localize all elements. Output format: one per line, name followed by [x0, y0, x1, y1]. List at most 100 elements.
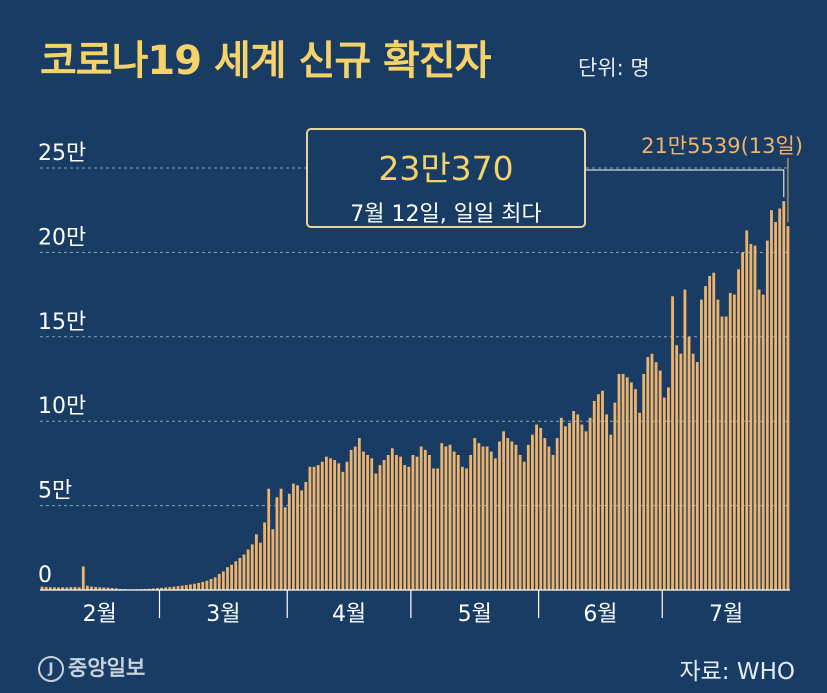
- bar: [638, 412, 641, 590]
- bar: [502, 431, 505, 590]
- bar: [617, 373, 621, 590]
- bar: [675, 345, 679, 590]
- bar: [386, 454, 390, 590]
- bar: [423, 449, 427, 590]
- bar: [176, 586, 180, 590]
- bar: [246, 549, 250, 590]
- bar: [374, 473, 378, 590]
- bar: [250, 544, 254, 590]
- bar: [753, 245, 757, 590]
- bar: [378, 465, 382, 590]
- y-axis: 0 5만 10만 15만 20만 25만: [38, 141, 86, 588]
- bar: [345, 461, 349, 590]
- bar: [704, 286, 707, 590]
- bar: [444, 446, 448, 590]
- x-month-label: 2월: [83, 602, 117, 627]
- bar: [304, 481, 308, 590]
- bar: [741, 252, 745, 590]
- bar: [543, 438, 547, 590]
- bar: [613, 402, 617, 590]
- bar: [234, 561, 238, 590]
- bar: [559, 417, 563, 590]
- bar: [114, 588, 118, 590]
- bar: [724, 316, 728, 590]
- bar: [720, 316, 724, 590]
- bar: [506, 438, 510, 590]
- bar: [407, 466, 411, 590]
- bar: [53, 587, 56, 590]
- bar: [320, 461, 324, 590]
- bar: [605, 414, 609, 590]
- bar: [588, 417, 592, 590]
- bar: [432, 468, 435, 590]
- bar: [287, 493, 291, 590]
- bar: [312, 466, 316, 590]
- bar: [85, 585, 89, 590]
- x-axis: 2월 3월 4월 5월 6월 7월: [40, 589, 790, 627]
- bar: [485, 446, 489, 590]
- bar: [448, 444, 452, 590]
- bar: [77, 587, 81, 590]
- bar: [151, 588, 155, 590]
- bar: [415, 456, 419, 590]
- bar: [390, 448, 394, 590]
- bar: [493, 458, 497, 590]
- bar: [189, 584, 192, 590]
- bar: [782, 201, 786, 590]
- bar: [510, 441, 514, 590]
- bar: [106, 587, 110, 590]
- bar: [271, 529, 275, 590]
- bar: [535, 424, 538, 590]
- bar: [564, 426, 567, 590]
- bar: [172, 586, 176, 590]
- x-month-label: 7월: [709, 602, 743, 627]
- bar: [180, 585, 184, 590]
- chart-title: 코로나19 세계 신규 확진자: [40, 38, 491, 84]
- bar: [316, 465, 320, 590]
- bar: [362, 451, 365, 590]
- bar: [366, 454, 370, 590]
- bar: [94, 586, 98, 590]
- bar: [621, 373, 625, 590]
- bar: [90, 586, 93, 590]
- bar: [275, 497, 279, 590]
- bar: [691, 353, 695, 590]
- bar: [279, 488, 283, 590]
- bar: [601, 390, 604, 590]
- bar: [337, 463, 341, 590]
- bar: [267, 488, 271, 590]
- bar: [325, 456, 328, 590]
- bar: [440, 443, 444, 590]
- bar: [73, 586, 77, 590]
- y-tick-label: 20만: [38, 225, 86, 250]
- bar: [732, 294, 736, 590]
- bar: [531, 434, 534, 590]
- bar: [308, 466, 312, 590]
- bar: [40, 586, 44, 590]
- bar: [642, 373, 646, 590]
- logo-text: 중앙일보: [68, 656, 146, 680]
- bar: [465, 468, 468, 590]
- bar: [168, 587, 172, 590]
- bar: [242, 554, 246, 590]
- logo-mark-icon: J: [38, 656, 64, 682]
- bar: [460, 466, 464, 590]
- bar: [48, 587, 52, 590]
- bar: [770, 210, 773, 590]
- bar: [283, 507, 287, 590]
- bar: [778, 208, 782, 590]
- bar: [592, 400, 596, 590]
- bar: [481, 446, 485, 590]
- bar: [708, 276, 712, 590]
- bar: [687, 336, 691, 590]
- bar: [469, 454, 473, 590]
- x-month-label: 3월: [206, 602, 240, 627]
- bar: [197, 582, 201, 590]
- bar: [580, 424, 584, 590]
- bar: [110, 587, 114, 590]
- bar: [712, 272, 716, 590]
- bar: [662, 397, 666, 590]
- peak-callout: 23만370 7월 12일, 일일 최다: [306, 128, 586, 228]
- bar: [213, 577, 217, 590]
- bar: [254, 534, 258, 590]
